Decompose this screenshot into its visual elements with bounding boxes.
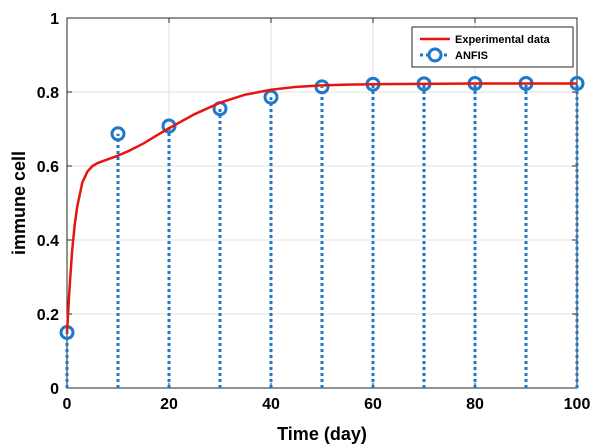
- x-tick-label: 40: [262, 396, 280, 413]
- experimental-line: [65, 82, 577, 333]
- experimental-series: [65, 82, 577, 333]
- y-tick-label: 1: [50, 11, 59, 28]
- legend-swatch-anfis-marker: [427, 47, 443, 63]
- y-tick-label: 0: [50, 381, 59, 398]
- x-tick-label: 0: [63, 396, 72, 413]
- x-axis-title: Time (day): [277, 424, 367, 444]
- x-tick-label: 80: [466, 396, 484, 413]
- anfis-marker: [110, 126, 126, 142]
- legend: Experimental data ANFIS: [411, 26, 574, 68]
- x-tick-label: 20: [160, 396, 178, 413]
- x-tick-labels: 0 20 40 60 80 100: [63, 396, 591, 413]
- y-tick-labels: 0 0.2 0.4 0.6 0.8 1: [37, 11, 59, 398]
- x-tick-label: 60: [364, 396, 382, 413]
- y-tick-label: 0.6: [37, 159, 59, 176]
- anfis-series: [59, 75, 585, 388]
- legend-label-anfis: ANFIS: [455, 50, 488, 62]
- y-axis-title: immune cell: [9, 151, 29, 255]
- legend-label-experimental: Experimental data: [455, 34, 551, 46]
- x-tick-label: 100: [564, 396, 591, 413]
- y-tick-label: 0.2: [37, 307, 59, 324]
- y-tick-label: 0.4: [37, 233, 59, 250]
- y-tick-label: 0.8: [37, 85, 59, 102]
- anfis-marker: [263, 89, 279, 105]
